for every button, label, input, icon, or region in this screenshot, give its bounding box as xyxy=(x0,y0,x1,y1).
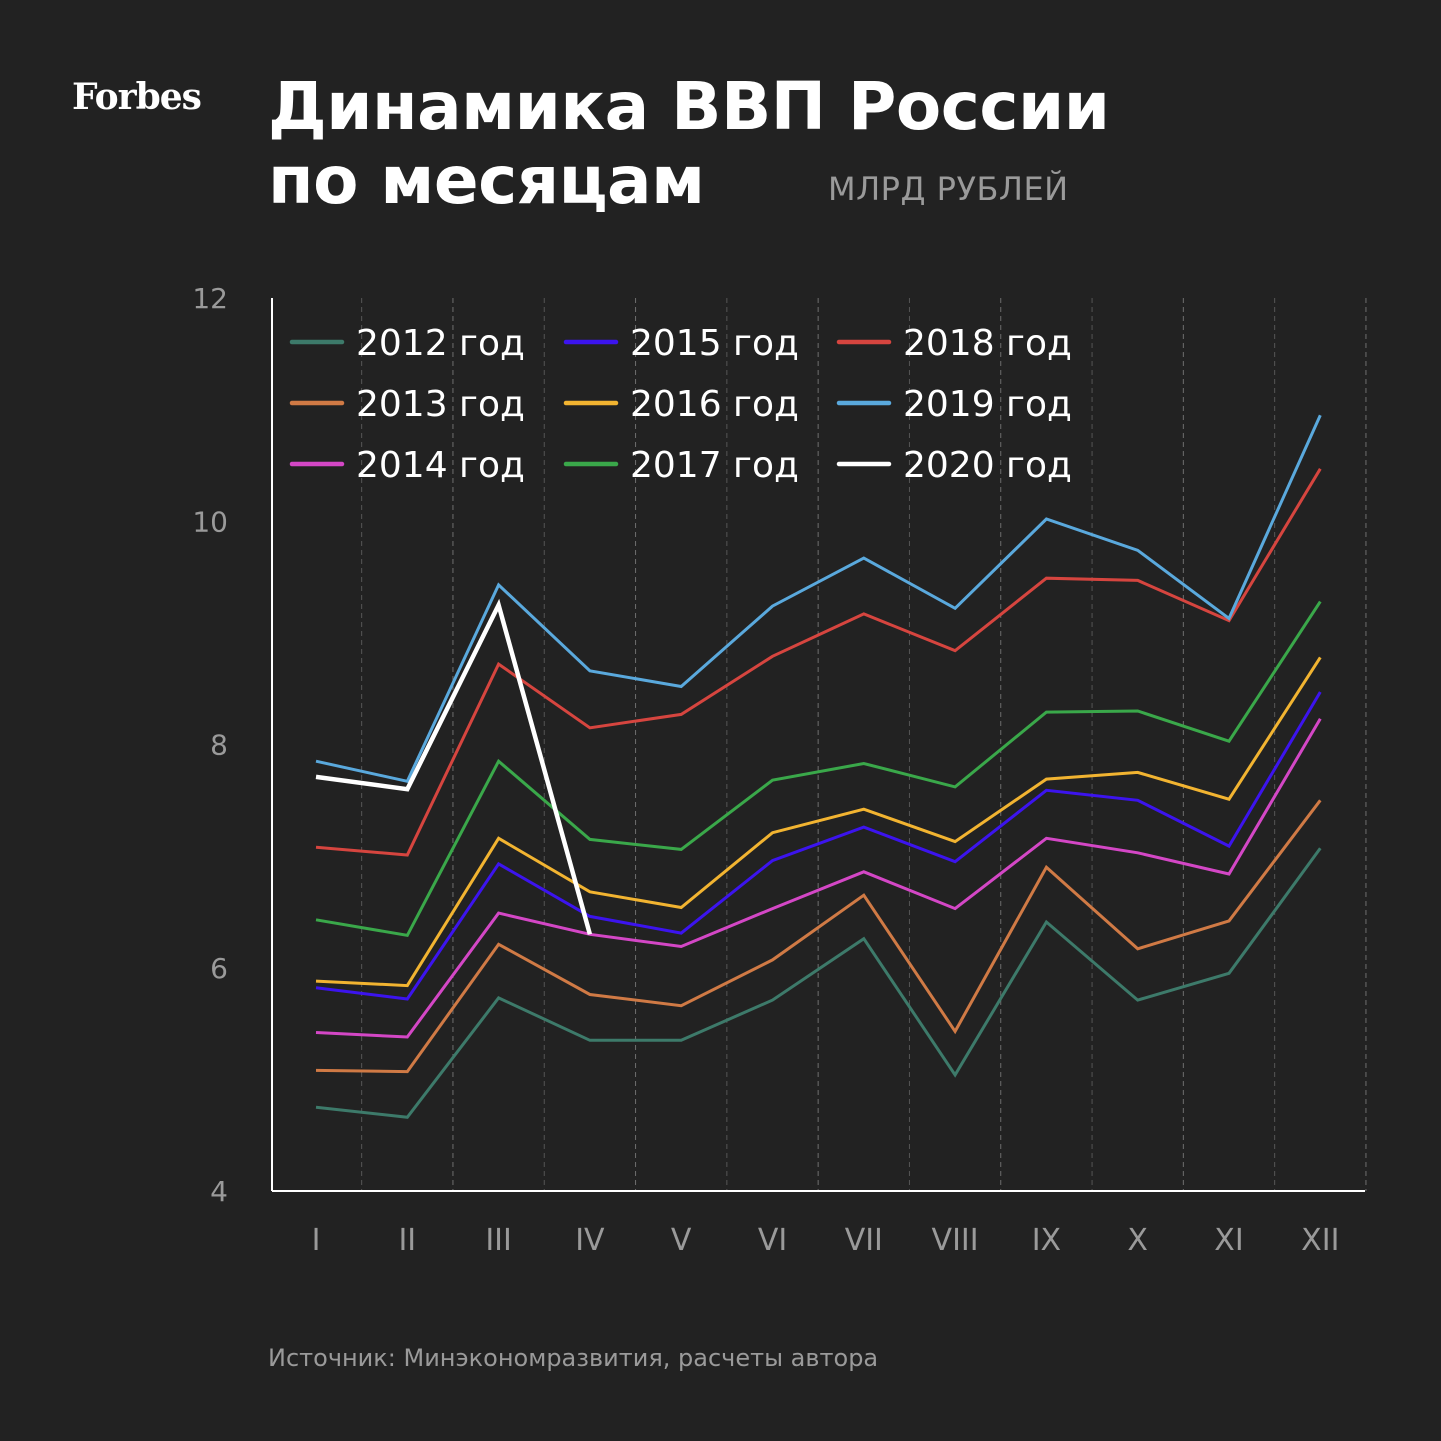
y-tick-label: 12 xyxy=(192,282,228,315)
series-lines xyxy=(315,414,1322,1119)
series-line xyxy=(315,799,1322,1074)
legend-label: 2016 год xyxy=(630,384,799,425)
x-tick-label: IV xyxy=(575,1223,605,1258)
y-tick-labels: 4 6 8 10 12 xyxy=(192,282,228,1208)
legend-label: 2014 год xyxy=(356,445,525,486)
series-line xyxy=(315,656,1322,988)
legend-label: 2012 год xyxy=(356,323,525,364)
y-tick-label: 6 xyxy=(210,952,228,985)
x-tick-label: XI xyxy=(1214,1223,1243,1258)
x-tick-label: VIII xyxy=(932,1223,979,1258)
grid-lines xyxy=(361,298,1367,1191)
forbes-logo: Forbes xyxy=(72,76,202,118)
legend-label: 2020 год xyxy=(903,445,1072,486)
legend-label: 2017 год xyxy=(630,445,799,486)
x-tick-label: VII xyxy=(845,1223,883,1258)
series-line xyxy=(315,598,593,935)
x-tick-label: I xyxy=(312,1223,321,1258)
x-tick-label: VI xyxy=(758,1223,787,1258)
legend: 2012 год 2013 год 2014 год 2015 год 2016 год… xyxy=(289,323,1072,486)
series-line xyxy=(315,600,1322,938)
series-line xyxy=(315,718,1322,1039)
axes xyxy=(271,298,1365,1192)
y-tick-label: 10 xyxy=(192,505,228,538)
source-note: Источник: Минэкономразвития, расчеты авт… xyxy=(268,1344,879,1372)
x-tick-label: II xyxy=(398,1223,416,1258)
legend-label: 2018 год xyxy=(903,323,1072,364)
legend-label: 2013 год xyxy=(356,384,525,425)
unit-label: МЛРД РУБЛЕЙ xyxy=(828,170,1069,208)
series-line xyxy=(315,691,1322,1001)
y-tick-label: 4 xyxy=(210,1175,228,1208)
y-tick-label: 8 xyxy=(210,729,228,762)
x-tick-label: IX xyxy=(1032,1223,1061,1258)
x-tick-labels: I II III IV V VI VII VIII IX X XI XII xyxy=(312,1223,1340,1258)
series-line xyxy=(315,847,1322,1119)
chart-title: Динамика ВВП России по месяцам xyxy=(268,68,1110,219)
legend-label: 2019 год xyxy=(903,384,1072,425)
x-tick-label: V xyxy=(671,1223,692,1258)
legend-label: 2015 год xyxy=(630,323,799,364)
series-line xyxy=(315,414,1322,784)
series-line xyxy=(315,468,1322,857)
x-tick-label: X xyxy=(1127,1223,1148,1258)
x-tick-label: III xyxy=(485,1223,512,1258)
x-tick-label: XII xyxy=(1301,1223,1339,1258)
